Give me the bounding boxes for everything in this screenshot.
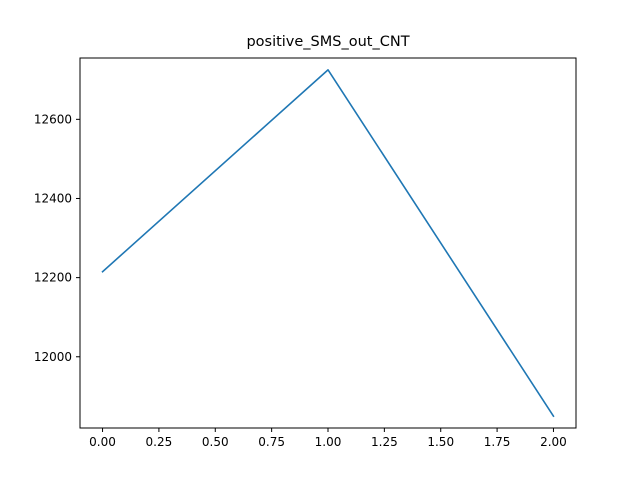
y-tick-label: 12200: [34, 271, 72, 285]
x-tick-label: 0.00: [89, 435, 116, 449]
x-tick-label: 0.75: [258, 435, 285, 449]
y-tick-label: 12000: [34, 350, 72, 364]
x-tick-label: 1.75: [484, 435, 511, 449]
axes-frame: [79, 57, 577, 429]
x-tick-label: 1.25: [371, 435, 398, 449]
x-tick-label: 1.00: [315, 435, 342, 449]
x-tick-label: 1.50: [427, 435, 454, 449]
x-tick-label: 2.00: [540, 435, 567, 449]
y-tick-label: 12600: [34, 112, 72, 126]
x-tick-label: 0.25: [146, 435, 173, 449]
y-tick-label: 12400: [34, 191, 72, 205]
chart-title: positive_SMS_out_CNT: [246, 34, 410, 50]
x-tick-label: 0.50: [202, 435, 229, 449]
series-line: [101, 69, 555, 418]
